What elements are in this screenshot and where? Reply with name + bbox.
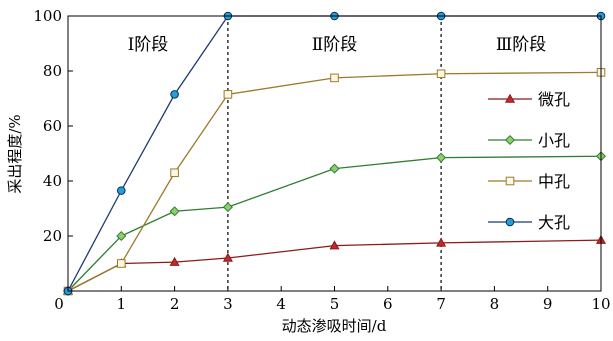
data-point (117, 186, 126, 195)
data-point (116, 230, 127, 242)
legend-label: 微孔 (538, 90, 570, 109)
y-tick-label: 80 (43, 62, 62, 80)
legend-marker (504, 93, 516, 103)
series-line (67, 15, 601, 292)
series-1 (62, 234, 607, 295)
data-point (330, 73, 339, 83)
y-tick-label: 40 (43, 172, 62, 190)
stage-label-3: Ⅲ阶段 (496, 35, 546, 55)
x-axis-title: 动态渗吸时间/d (282, 317, 387, 335)
data-point (169, 206, 180, 217)
x-tick-label: 7 (436, 295, 446, 313)
data-point (117, 259, 126, 268)
legend-marker (505, 176, 515, 186)
y-axis-title: 采出程度/% (6, 114, 24, 193)
series-line (67, 155, 602, 292)
x-tick-label: 8 (490, 295, 500, 313)
y-tick-label: 100 (33, 7, 62, 25)
x-tick-label: 5 (330, 295, 340, 313)
data-point (436, 237, 447, 247)
stage-label-1: Ⅰ阶段 (128, 35, 169, 55)
legend-label: 大孔 (538, 213, 570, 232)
legend-marker (504, 134, 516, 146)
x-tick-label: 2 (170, 295, 180, 313)
legend-label: 小孔 (538, 131, 570, 150)
data-point (222, 202, 233, 213)
x-tick-label: 1 (117, 295, 127, 313)
data-point (170, 90, 179, 99)
data-point (169, 256, 180, 266)
series-3 (63, 68, 606, 296)
data-point (170, 168, 179, 178)
x-tick-label: 0 (54, 295, 64, 313)
legend-marker (505, 217, 515, 227)
data-point (222, 252, 233, 262)
data-point (223, 90, 233, 99)
stage-label-2: Ⅱ阶段 (312, 35, 358, 55)
x-tick-label: 9 (543, 295, 553, 313)
stage-dividers (227, 16, 442, 291)
legend-item: 大孔 (488, 213, 570, 232)
legend-item: 中孔 (488, 172, 570, 191)
data-point (329, 163, 340, 174)
data-point (436, 69, 446, 79)
data-point (329, 240, 340, 250)
y-tick-label: 60 (43, 117, 62, 135)
series-line (67, 71, 602, 292)
legend-label: 中孔 (538, 172, 570, 191)
x-tick-label: 10 (591, 295, 610, 313)
stage-labels: Ⅰ阶段 Ⅱ阶段 Ⅲ阶段 (128, 35, 547, 55)
y-tick-label: 20 (43, 227, 62, 245)
x-tick-label: 3 (223, 295, 233, 313)
x-tick-label: 4 (276, 295, 286, 313)
axes: 0 1 2 3 4 5 6 7 8 9 10 20 40 60 80 100 (33, 7, 610, 313)
legend-item: 微孔 (488, 90, 570, 109)
data-point (436, 152, 447, 163)
plot-frame (67, 15, 602, 292)
legend-item: 小孔 (488, 131, 570, 150)
x-tick-label: 6 (383, 295, 393, 313)
